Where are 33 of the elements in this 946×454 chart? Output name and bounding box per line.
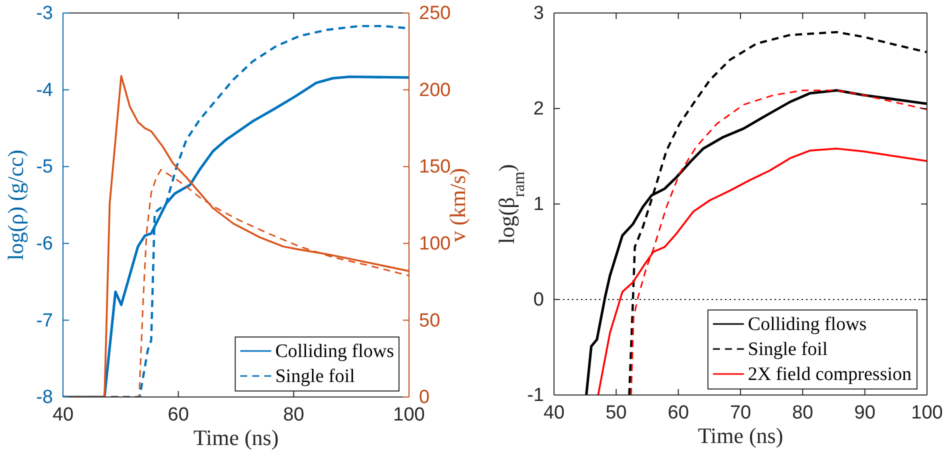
y2-tick-label: 50 (419, 310, 440, 332)
x-tick-label: 90 (854, 402, 876, 424)
legend-label: Colliding flows (748, 314, 867, 335)
y-tick-label: 2 (533, 98, 544, 120)
y-tick-label: 3 (533, 3, 544, 24)
y-tick-label: -8 (36, 387, 53, 408)
x-axis-title: Time (ns) (698, 423, 784, 448)
y-tick-label: -7 (36, 310, 53, 332)
y2-tick-label: 250 (419, 3, 451, 24)
x-axis-title: Time (ns) (193, 425, 279, 450)
x-tick-label: 50 (606, 402, 627, 424)
x-tick-label: 40 (52, 404, 74, 426)
x-tick-label: 60 (168, 404, 189, 426)
y-tick-label: 1 (533, 194, 544, 216)
y-tick-label: -3 (36, 3, 53, 24)
legend-label: 2X field compression (748, 364, 912, 385)
y-tick-label: -6 (36, 233, 53, 254)
y-axis-title: log(ρ) (g/cc) (3, 150, 28, 260)
x-tick-label: 100 (911, 402, 943, 424)
x-tick-label: 40 (543, 402, 565, 424)
legend-label: Colliding flows (275, 341, 394, 362)
y-tick-label: 0 (533, 290, 544, 311)
x-tick-label: 80 (283, 404, 304, 426)
legend-label: Single foil (748, 339, 828, 360)
x-tick-label: 80 (792, 402, 814, 424)
y-tick-label: -5 (36, 156, 53, 178)
x-tick-label: 70 (730, 402, 752, 424)
y-tick-label: -4 (36, 80, 54, 101)
x-tick-label: 60 (668, 402, 689, 424)
y-tick-label: -1 (527, 385, 544, 406)
y2-tick-label: 150 (419, 156, 451, 178)
legend-label: Single foil (275, 366, 355, 387)
y2-tick-label: 200 (419, 80, 451, 101)
